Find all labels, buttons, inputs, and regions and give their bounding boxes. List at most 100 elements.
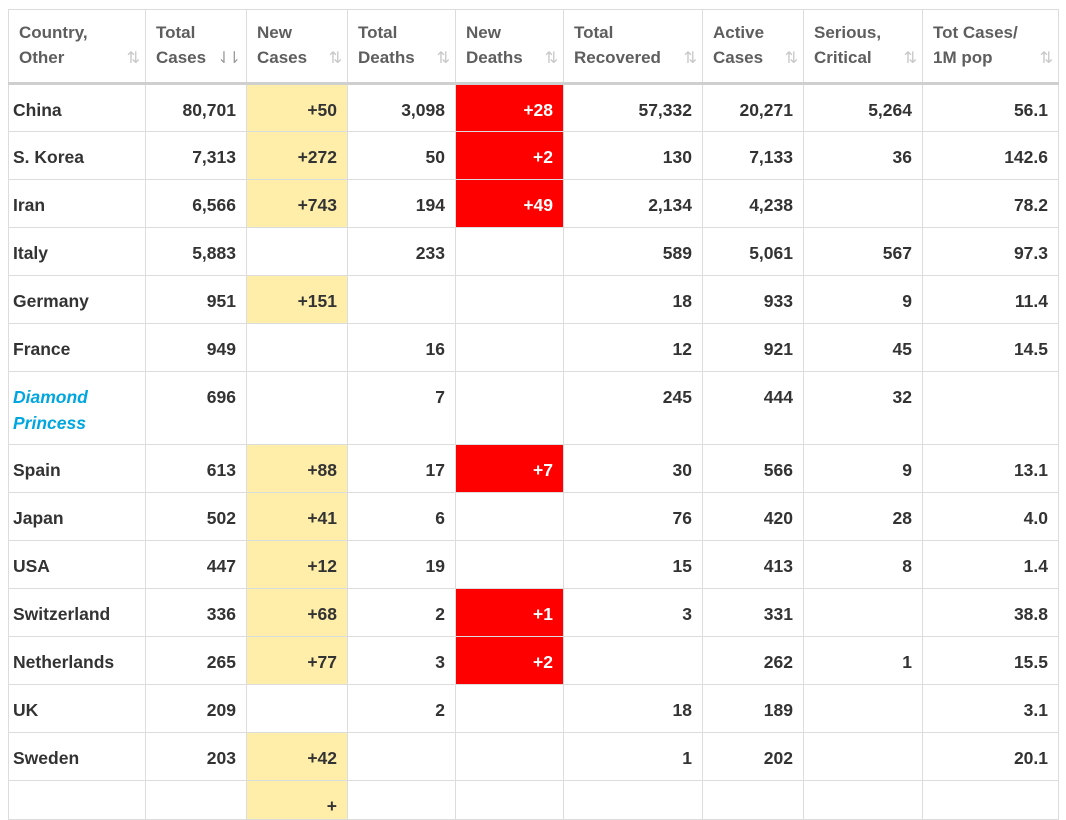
cell-total-recovered: 76 — [563, 492, 703, 541]
table-header-row: Country, Other ⇅ Total Cases ⇃⇂ New Cases ⇅… — [8, 9, 1059, 85]
header-total-deaths[interactable]: Total Deaths ⇅ — [347, 9, 456, 85]
cell-total-recovered: 18 — [563, 684, 703, 733]
header-label: Tot Cases/ 1M pop — [933, 23, 1018, 67]
cell-total-recovered: 18 — [563, 275, 703, 324]
cell-serious-critical: 1 — [803, 636, 923, 685]
cell-serious-critical — [803, 732, 923, 781]
table-row: USA 447 +12 19 15 413 8 1.4 — [8, 540, 1059, 589]
header-country[interactable]: Country, Other ⇅ — [8, 9, 146, 85]
header-total-recovered[interactable]: Total Recovered ⇅ — [563, 9, 703, 85]
header-active-cases[interactable]: Active Cases ⇅ — [702, 9, 804, 85]
table-row: UK 209 2 18 189 3.1 — [8, 684, 1059, 733]
header-label: Total Recovered — [574, 23, 661, 67]
cell-total-deaths: 17 — [347, 444, 456, 493]
header-label: Active Cases — [713, 23, 765, 67]
cell-country: USA — [8, 540, 146, 589]
cell-serious-critical: 36 — [803, 131, 923, 180]
cell-total-deaths: 2 — [347, 684, 456, 733]
cell-tot-cases-1m-pop: 56.1 — [922, 83, 1059, 132]
header-label: Total Cases — [156, 23, 207, 67]
cell-new-cases: +272 — [246, 131, 348, 180]
table-row: Sweden 203 +42 1 202 20.1 — [8, 732, 1059, 781]
header-new-deaths[interactable]: New Deaths ⇅ — [455, 9, 564, 85]
cell-new-deaths — [455, 732, 564, 781]
cell-total-cases: 613 — [145, 444, 247, 493]
sort-icon: ⇅ — [784, 50, 799, 67]
header-tot-cases-1m-pop[interactable]: Tot Cases/ 1M pop ⇅ — [922, 9, 1059, 85]
cell-country: Sweden — [8, 732, 146, 781]
cell-new-cases: +743 — [246, 179, 348, 228]
cell-new-cases: +41 — [246, 492, 348, 541]
cell-total-deaths: 2 — [347, 588, 456, 637]
header-label: Serious, Critical — [814, 23, 882, 67]
cell-total-cases: 949 — [145, 323, 247, 372]
cell-new-deaths: +28 — [455, 83, 564, 132]
cell-total-recovered: 30 — [563, 444, 703, 493]
cell-serious-critical: 32 — [803, 371, 923, 445]
cell-total-cases — [145, 780, 247, 820]
table-row: France 949 16 12 921 45 14.5 — [8, 323, 1059, 372]
header-serious-critical[interactable]: Serious, Critical ⇅ — [803, 9, 923, 85]
cell-new-deaths — [455, 323, 564, 372]
cell-tot-cases-1m-pop: 14.5 — [922, 323, 1059, 372]
cell-serious-critical: 8 — [803, 540, 923, 589]
sort-icon: ⇅ — [683, 50, 698, 67]
cell-total-recovered: 12 — [563, 323, 703, 372]
cell-active-cases: 5,061 — [702, 227, 804, 276]
cases-table: Country, Other ⇅ Total Cases ⇃⇂ New Cases ⇅… — [8, 9, 1059, 820]
cell-country: Iran — [8, 179, 146, 228]
cell-serious-critical: 9 — [803, 444, 923, 493]
cell-total-cases: 5,883 — [145, 227, 247, 276]
sort-icon: ⇅ — [126, 50, 141, 67]
table-row: Spain 613 +88 17 +7 30 566 9 13.1 — [8, 444, 1059, 493]
cell-active-cases: 262 — [702, 636, 804, 685]
cell-new-cases: +77 — [246, 636, 348, 685]
cell-new-cases: +151 — [246, 275, 348, 324]
table-row: Diamond Princess 696 7 245 444 32 — [8, 371, 1059, 445]
cell-new-cases: +68 — [246, 588, 348, 637]
cell-new-deaths — [455, 492, 564, 541]
cell-active-cases: 566 — [702, 444, 804, 493]
cell-country: China — [8, 83, 146, 132]
cell-serious-critical — [803, 780, 923, 820]
cell-total-deaths: 194 — [347, 179, 456, 228]
cell-new-deaths: +2 — [455, 131, 564, 180]
sort-icon: ⇅ — [544, 50, 559, 67]
cell-total-deaths: 3 — [347, 636, 456, 685]
cell-total-recovered — [563, 780, 703, 820]
cell-tot-cases-1m-pop: 97.3 — [922, 227, 1059, 276]
cell-new-cases: +42 — [246, 732, 348, 781]
cell-country: Switzerland — [8, 588, 146, 637]
cell-country: Spain — [8, 444, 146, 493]
cell-new-cases — [246, 684, 348, 733]
cell-active-cases: 921 — [702, 323, 804, 372]
cell-active-cases: 331 — [702, 588, 804, 637]
header-label: New Deaths — [466, 23, 523, 67]
cell-total-cases: 696 — [145, 371, 247, 445]
cell-serious-critical: 567 — [803, 227, 923, 276]
cell-total-deaths: 7 — [347, 371, 456, 445]
cell-tot-cases-1m-pop: 38.8 — [922, 588, 1059, 637]
cell-total-cases: 203 — [145, 732, 247, 781]
cell-total-deaths: 50 — [347, 131, 456, 180]
cell-new-cases: +50 — [246, 83, 348, 132]
header-label: New Cases — [257, 23, 308, 67]
cell-total-recovered: 245 — [563, 371, 703, 445]
cell-tot-cases-1m-pop: 11.4 — [922, 275, 1059, 324]
cell-total-cases: 951 — [145, 275, 247, 324]
header-total-cases[interactable]: Total Cases ⇃⇂ — [145, 9, 247, 85]
sort-icon: ⇅ — [903, 50, 918, 67]
cell-serious-critical: 28 — [803, 492, 923, 541]
header-new-cases[interactable]: New Cases ⇅ — [246, 9, 348, 85]
cell-new-deaths — [455, 227, 564, 276]
cell-country: S. Korea — [8, 131, 146, 180]
cell-new-deaths: +2 — [455, 636, 564, 685]
cell-total-deaths: 19 — [347, 540, 456, 589]
cell-country[interactable]: Diamond Princess — [8, 371, 146, 445]
cell-tot-cases-1m-pop — [922, 780, 1059, 820]
cell-active-cases: 20,271 — [702, 83, 804, 132]
table-row: Switzerland 336 +68 2 +1 3 331 38.8 — [8, 588, 1059, 637]
cell-active-cases: 933 — [702, 275, 804, 324]
cell-new-cases — [246, 323, 348, 372]
cell-new-deaths — [455, 780, 564, 820]
